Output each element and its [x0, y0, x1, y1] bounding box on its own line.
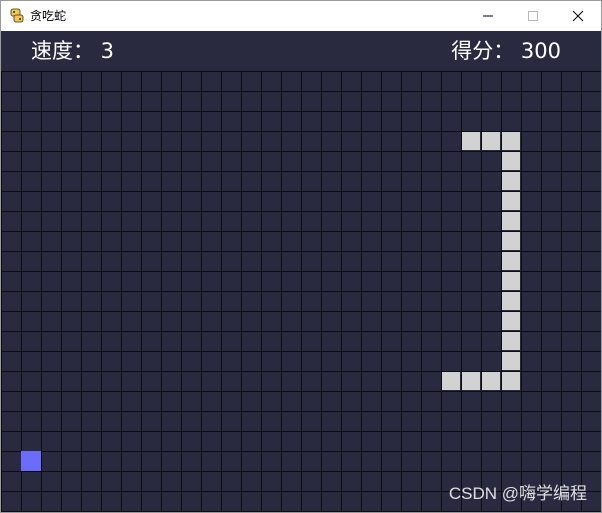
- snake-segment: [502, 352, 520, 370]
- watermark: CSDN @嗨学编程: [448, 484, 587, 503]
- snake-segment: [502, 312, 520, 330]
- python-icon: [9, 8, 25, 24]
- snake-segment: [502, 132, 520, 150]
- snake-segment: [442, 372, 460, 390]
- snake-segment: [502, 292, 520, 310]
- maximize-button[interactable]: [510, 1, 556, 31]
- food-block: [21, 451, 41, 471]
- snake-segment: [462, 372, 480, 390]
- speed-label: 速度： 3: [31, 39, 115, 63]
- snake-segment: [502, 172, 520, 190]
- close-button[interactable]: [555, 1, 601, 31]
- snake-segment: [502, 252, 520, 270]
- snake-segment: [502, 272, 520, 290]
- snake-segment: [482, 132, 500, 150]
- window-title: 贪吃蛇: [30, 9, 67, 23]
- snake-segment: [502, 232, 520, 250]
- snake-segment: [462, 132, 480, 150]
- maximize-icon: [528, 11, 538, 21]
- snake-segment: [482, 372, 500, 390]
- snake-segment: [502, 332, 520, 350]
- hud-bar: 速度： 3 得分： 300: [1, 31, 601, 72]
- snake-segment: [502, 152, 520, 170]
- score-label: 得分： 300: [451, 39, 561, 63]
- snake-segment: [502, 212, 520, 230]
- title-bar[interactable]: 贪吃蛇: [1, 1, 601, 31]
- snake-segment: [502, 372, 520, 390]
- game-board[interactable]: [1, 71, 601, 512]
- close-icon: [572, 10, 584, 22]
- minimize-icon: [483, 15, 493, 17]
- snake-segment: [502, 192, 520, 210]
- minimize-button[interactable]: [465, 1, 511, 31]
